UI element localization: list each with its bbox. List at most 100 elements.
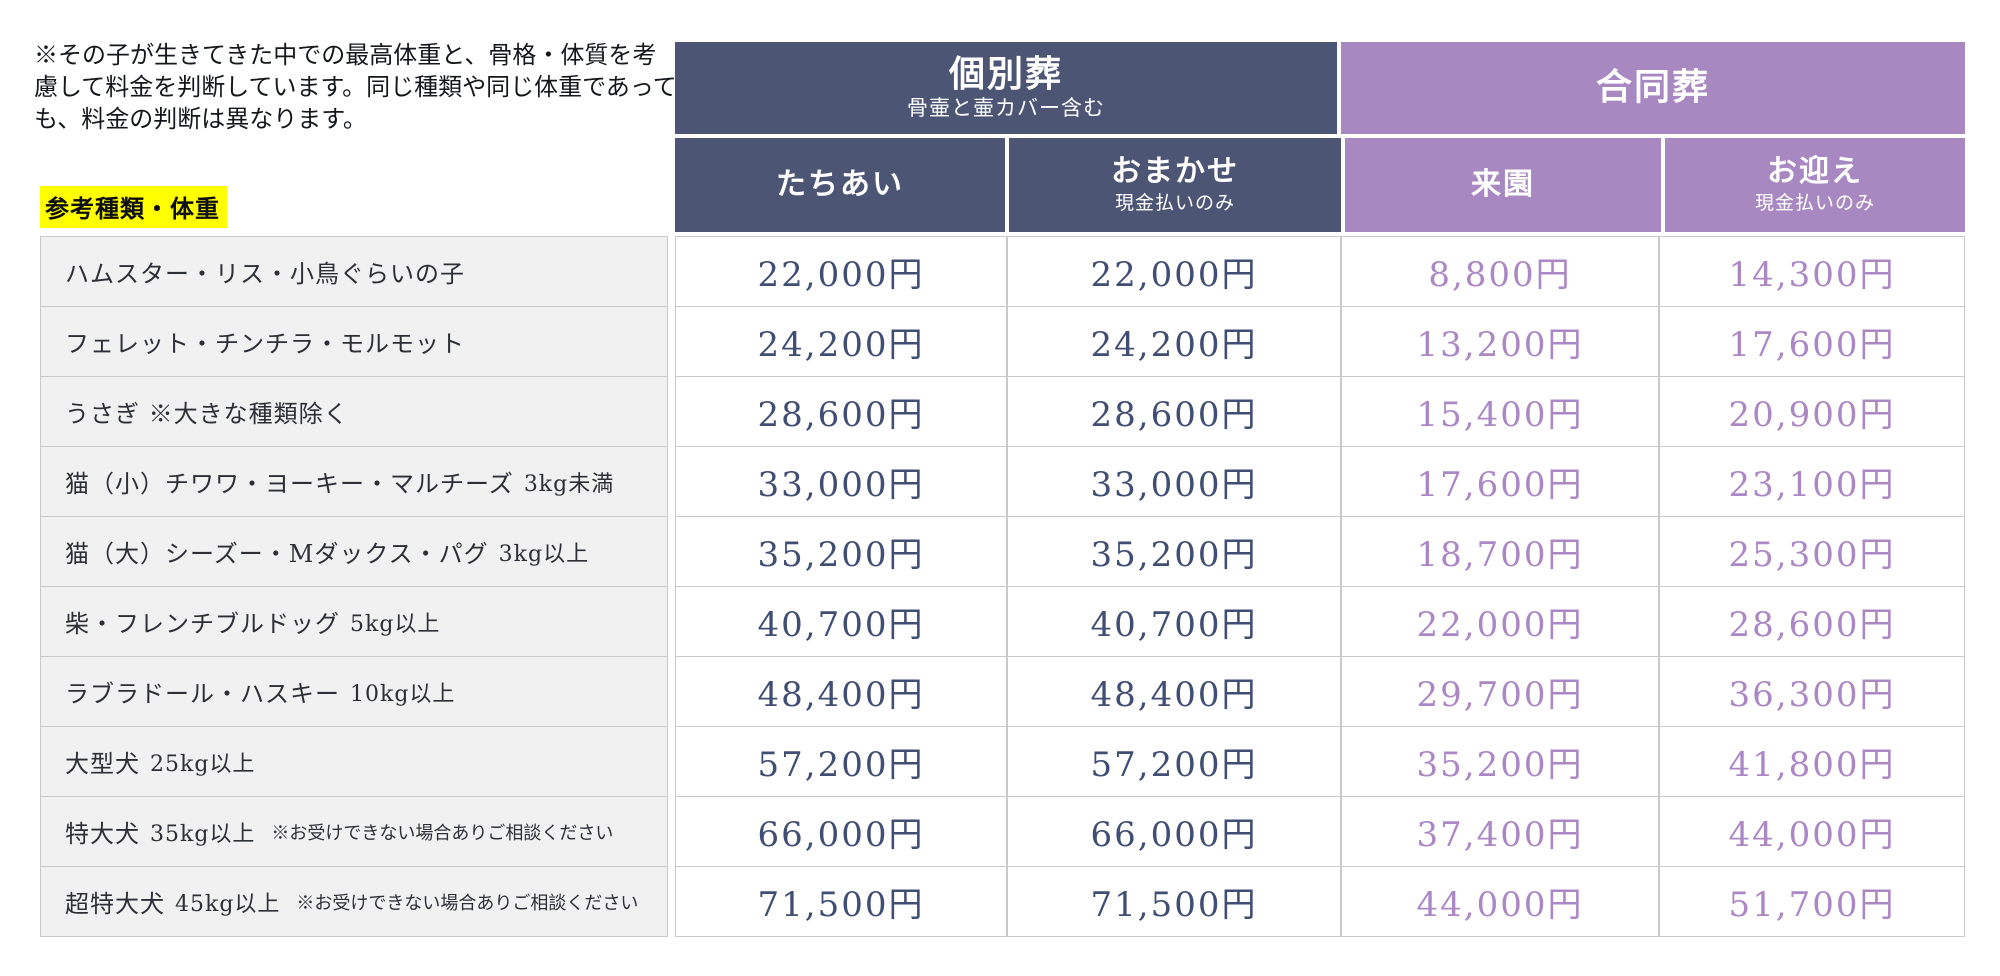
column-title: 来園	[1471, 167, 1535, 202]
animal-type-label: 猫（小）チワワ・ヨーキー・マルチーズ	[65, 470, 514, 498]
table-row: ラブラドール・ハスキー 10kg以上 48,400円 48,400円 29,700円 36…	[40, 656, 1965, 727]
price-raien: 44,000円	[1341, 866, 1659, 937]
price-omukae: 20,900円	[1659, 376, 1965, 447]
price-omakase: 28,600円	[1007, 376, 1341, 447]
column-header-omukae: お迎え 現金払いのみ	[1665, 138, 1965, 232]
price-omukae: 17,600円	[1659, 306, 1965, 377]
header-gap	[1341, 138, 1345, 232]
price-tachiai: 48,400円	[675, 656, 1007, 727]
price-tachiai: 35,200円	[675, 516, 1007, 587]
animal-type-cell: 大型犬 25kg以上	[40, 726, 668, 797]
price-omakase: 24,200円	[1007, 306, 1341, 377]
animal-type-label: フェレット・チンチラ・モルモット	[65, 330, 465, 358]
price-tachiai: 28,600円	[675, 376, 1007, 447]
price-raien: 17,600円	[1341, 446, 1659, 517]
weight-range: 3kg未満	[523, 471, 615, 497]
row-gap	[668, 726, 675, 797]
animal-type-cell: 猫（大）シーズー・Mダックス・パグ 3kg以上	[40, 516, 668, 587]
animal-type-label: 超特大犬	[65, 890, 165, 918]
price-tachiai: 24,200円	[675, 306, 1007, 377]
price-tachiai: 40,700円	[675, 586, 1007, 657]
animal-type-label: 大型犬	[65, 750, 140, 778]
table-row: フェレット・チンチラ・モルモット 24,200円 24,200円 13,200円 17,…	[40, 306, 1965, 377]
header-spacer	[40, 138, 675, 232]
row-gap	[668, 866, 675, 937]
column-subtitle: 現金払いのみ	[1754, 191, 1875, 214]
price-omukae: 25,300円	[1659, 516, 1965, 587]
price-omakase: 57,200円	[1007, 726, 1341, 797]
column-header-tachiai: たちあい	[675, 138, 1005, 232]
weight-range: 5kg以上	[350, 611, 441, 637]
column-subtitle: 現金払いのみ	[1114, 191, 1235, 214]
price-raien: 8,800円	[1341, 236, 1659, 307]
animal-type-cell: 特大犬 35kg以上 ※お受けできない場合ありご相談ください	[40, 796, 668, 867]
row-gap	[668, 586, 675, 657]
individual-cremation-subtitle: 骨壷と壷カバー含む	[907, 96, 1105, 121]
column-title: お迎え	[1767, 153, 1863, 189]
header-gap	[1337, 42, 1341, 134]
joint-cremation-header: 合同葬	[1341, 42, 1965, 134]
price-raien: 29,700円	[1341, 656, 1659, 727]
price-tachiai: 33,000円	[675, 446, 1007, 517]
animal-type-cell: 柴・フレンチブルドッグ 5kg以上	[40, 586, 668, 657]
weight-range: 45kg以上	[175, 891, 281, 917]
note-line-1: ※その子が生きてきた中での最高体重と、骨格・体質を考	[34, 42, 657, 69]
reference-label-wrap: 参考種類・体重	[40, 186, 227, 228]
price-omukae: 44,000円	[1659, 796, 1965, 867]
animal-type-cell: うさぎ ※大きな種類除く	[40, 376, 668, 447]
price-tachiai: 71,500円	[675, 866, 1007, 937]
price-tachiai: 57,200円	[675, 726, 1007, 797]
price-raien: 37,400円	[1341, 796, 1659, 867]
column-header-raien: 来園	[1345, 138, 1661, 232]
row-gap	[668, 656, 675, 727]
animal-type-label: ハムスター・リス・小鳥ぐらいの子	[65, 260, 465, 288]
animal-type-cell: ハムスター・リス・小鳥ぐらいの子	[40, 236, 668, 307]
price-omukae: 28,600円	[1659, 586, 1965, 657]
price-raien: 13,200円	[1341, 306, 1659, 377]
row-gap	[668, 516, 675, 587]
price-raien: 22,000円	[1341, 586, 1659, 657]
row-note: ※お受けできない場合ありご相談ください	[296, 892, 639, 914]
price-omukae: 41,800円	[1659, 726, 1965, 797]
animal-type-cell: フェレット・チンチラ・モルモット	[40, 306, 668, 377]
table-row: ハムスター・リス・小鳥ぐらいの子 22,000円 22,000円 8,800円 14,3…	[40, 236, 1965, 307]
price-omukae: 23,100円	[1659, 446, 1965, 517]
plan-column-header-row: たちあい おまかせ 現金払いのみ 来園 お迎え 現金払いのみ	[40, 138, 1965, 232]
animal-type-label: ラブラドール・ハスキー	[65, 680, 340, 708]
animal-type-cell: 超特大犬 45kg以上 ※お受けできない場合ありご相談ください	[40, 866, 668, 937]
table-row: うさぎ ※大きな種類除く 28,600円 28,600円 15,400円 20,900円	[40, 376, 1965, 447]
price-tachiai: 22,000円	[675, 236, 1007, 307]
reference-types-weight-label: 参考種類・体重	[40, 186, 227, 228]
price-omakase: 22,000円	[1007, 236, 1341, 307]
price-raien: 15,400円	[1341, 376, 1659, 447]
row-gap	[668, 236, 675, 307]
table-row: 猫（小）チワワ・ヨーキー・マルチーズ 3kg未満 33,000円 33,000円 17,…	[40, 446, 1965, 517]
animal-type-label: 特大犬	[65, 820, 140, 848]
header-spacer	[40, 42, 675, 134]
column-title: おまかせ	[1111, 153, 1239, 189]
row-gap	[668, 306, 675, 377]
table-row: 柴・フレンチブルドッグ 5kg以上 40,700円 40,700円 22,000円 28,…	[40, 586, 1965, 657]
price-omakase: 33,000円	[1007, 446, 1341, 517]
animal-type-label: うさぎ ※大きな種類除く	[65, 400, 349, 428]
plan-group-header-row: 個別葬 骨壷と壷カバー含む 合同葬	[40, 42, 1965, 134]
price-omakase: 35,200円	[1007, 516, 1341, 587]
animal-type-cell: ラブラドール・ハスキー 10kg以上	[40, 656, 668, 727]
table-row: 猫（大）シーズー・Mダックス・パグ 3kg以上 35,200円 35,200円 18,7…	[40, 516, 1965, 587]
price-omukae: 51,700円	[1659, 866, 1965, 937]
price-tachiai: 66,000円	[675, 796, 1007, 867]
weight-range: 3kg以上	[498, 541, 590, 567]
table-row: 超特大犬 45kg以上 ※お受けできない場合ありご相談ください 71,500円 71,5…	[40, 866, 1965, 937]
row-gap	[668, 796, 675, 867]
animal-type-cell: 猫（小）チワワ・ヨーキー・マルチーズ 3kg未満	[40, 446, 668, 517]
weight-range: 25kg以上	[150, 751, 256, 777]
price-omakase: 48,400円	[1007, 656, 1341, 727]
header-gap	[1661, 138, 1665, 232]
row-gap	[668, 446, 675, 517]
weight-policy-note: ※その子が生きてきた中での最高体重と、骨格・体質を考 慮して料金を判断しています…	[34, 40, 677, 136]
price-omukae: 14,300円	[1659, 236, 1965, 307]
price-omukae: 36,300円	[1659, 656, 1965, 727]
column-title: たちあい	[776, 167, 904, 202]
price-omakase: 40,700円	[1007, 586, 1341, 657]
